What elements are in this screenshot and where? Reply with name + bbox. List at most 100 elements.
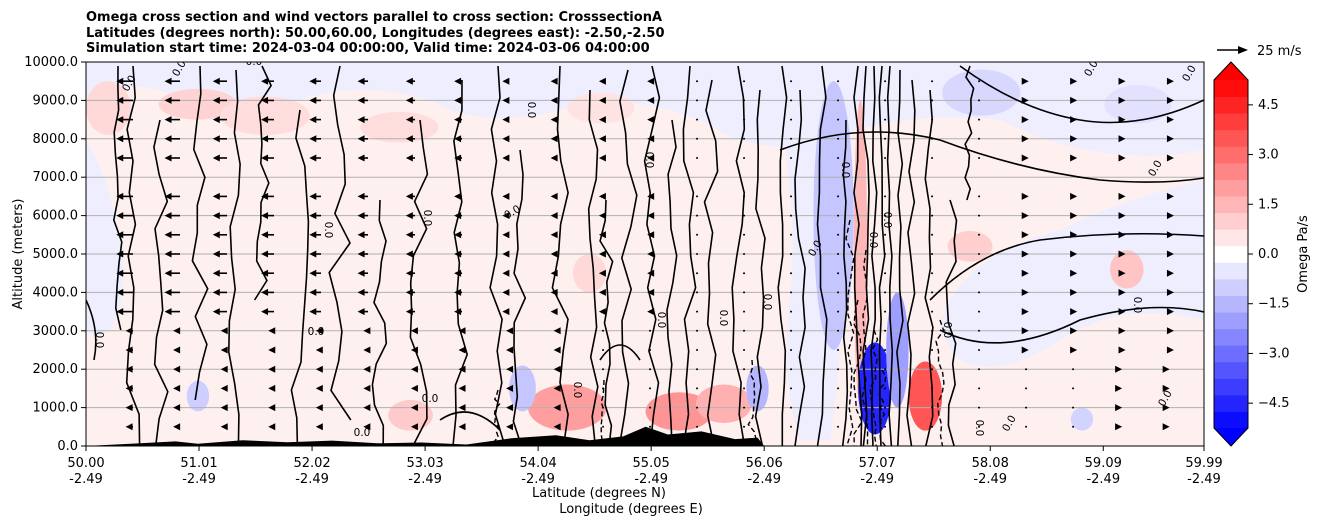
positive-omega-region: [158, 88, 238, 120]
wind-vector: [647, 116, 655, 124]
wind-vector: [506, 365, 514, 373]
wind-vector: [837, 368, 840, 371]
wind-vector: [647, 231, 655, 239]
wind-vector: [884, 406, 887, 409]
wind-vector: [454, 116, 463, 124]
wind-vector: [649, 425, 652, 428]
contour-label: 0.0: [881, 212, 893, 229]
colorbar-segment: [1214, 328, 1248, 346]
wind-vector: [790, 253, 793, 255]
wind-vector: [884, 137, 887, 140]
wind-vector: [837, 214, 840, 217]
wind-vector: [454, 250, 463, 258]
wind-vector: [1166, 212, 1174, 220]
wind-vector: [790, 137, 793, 140]
contour-label: 0.0: [655, 312, 667, 329]
zero-contour-line: [86, 299, 97, 361]
wind-vector: [598, 212, 606, 220]
wind-vector: [164, 77, 181, 85]
wind-vector: [550, 308, 558, 316]
quiver-key: 25 m/s: [1217, 44, 1302, 59]
wind-vector: [696, 368, 699, 371]
wind-vector: [164, 308, 181, 316]
wind-vector: [649, 406, 652, 409]
colorbar-segment: [1214, 179, 1248, 197]
wind-vector: [116, 77, 134, 85]
x-axis: 50.00-2.4951.01-2.4952.02-2.4953.03-2.49…: [67, 446, 1223, 487]
contour-label: 0.0: [867, 232, 879, 249]
wind-vector: [602, 349, 605, 351]
colorbar-label: Omega Pa/s: [1296, 215, 1311, 293]
zero-contour-line: [862, 65, 870, 446]
wind-vector: [931, 99, 934, 102]
wind-vector: [598, 250, 606, 258]
wind-vector: [978, 80, 981, 83]
colorbar-segment: [1214, 212, 1248, 230]
wind-vector: [405, 269, 416, 277]
wind-vector: [502, 231, 510, 239]
zero-contour-line: [906, 79, 916, 446]
colorbar-segment: [1214, 245, 1248, 263]
wind-vector: [261, 231, 275, 239]
wind-vector: [978, 233, 981, 236]
zero-contour-line: [666, 119, 678, 446]
wind-vector: [1115, 404, 1123, 412]
wind-vector: [550, 135, 558, 143]
negative-contour-line: [935, 319, 945, 446]
wind-vector: [884, 310, 887, 313]
negative-contour-line: [861, 249, 869, 446]
x-tick-label-lat: 52.02: [293, 456, 330, 471]
contour-label: 0.0: [246, 56, 263, 68]
contour-label: 0.0: [354, 427, 371, 439]
contour-label: 0.0: [322, 222, 334, 239]
wind-vector: [315, 327, 323, 335]
wind-vector: [790, 157, 793, 159]
wind-vector: [1021, 269, 1029, 277]
wind-vector: [315, 423, 323, 431]
wind-vector: [212, 212, 228, 220]
y-tick-label: 6000.0: [33, 209, 79, 224]
negative-contour-line: [853, 299, 863, 446]
colorbar-tick-label: −4.5: [1258, 396, 1290, 411]
contour-label: 0.0: [1131, 297, 1143, 314]
zero-contour-line: [371, 199, 388, 446]
zero-contour-line: [964, 65, 975, 201]
wind-vector: [309, 288, 322, 296]
wind-vector: [598, 77, 606, 85]
wind-vector: [1021, 288, 1029, 296]
wind-vector: [261, 135, 275, 143]
wind-vector: [743, 425, 746, 428]
wind-vector: [410, 384, 418, 392]
zero-contour-line: [125, 65, 141, 446]
x-tick-label-lon: -2.49: [1187, 472, 1221, 487]
wind-vector: [743, 137, 746, 140]
wind-vector: [884, 80, 887, 83]
x-tick-label-lat: 50.00: [67, 456, 104, 471]
zero-contour-line: [253, 65, 273, 301]
wind-vector: [268, 423, 276, 431]
wind-vector: [405, 154, 416, 162]
wind-vector: [363, 327, 371, 335]
colorbar-segment: [1214, 345, 1248, 363]
wind-vector: [696, 157, 699, 159]
plot-area: 0.00.0 0.00.00.0 0.00.00.00.00.00.00.00.00…: [86, 56, 1204, 446]
wind-vector: [1021, 212, 1029, 220]
wind-vector: [1070, 77, 1078, 85]
wind-vector: [212, 154, 228, 162]
wind-vector: [1021, 346, 1029, 354]
wind-vector: [309, 212, 322, 220]
wind-vector: [1070, 212, 1078, 220]
wind-vector: [931, 406, 934, 409]
negative-contour-line: [600, 379, 605, 446]
wind-vector: [315, 346, 323, 354]
wind-vector: [458, 365, 466, 373]
wind-vector: [1118, 250, 1126, 258]
wind-vector: [164, 192, 181, 200]
wind-vector: [884, 118, 887, 121]
wind-vector: [261, 77, 275, 85]
wind-vector: [405, 308, 416, 316]
wind-vector: [116, 116, 134, 124]
y-tick-label: 9000.0: [33, 93, 79, 108]
contour-label: 0.0: [941, 322, 953, 339]
colorbar-segment: [1214, 129, 1248, 147]
